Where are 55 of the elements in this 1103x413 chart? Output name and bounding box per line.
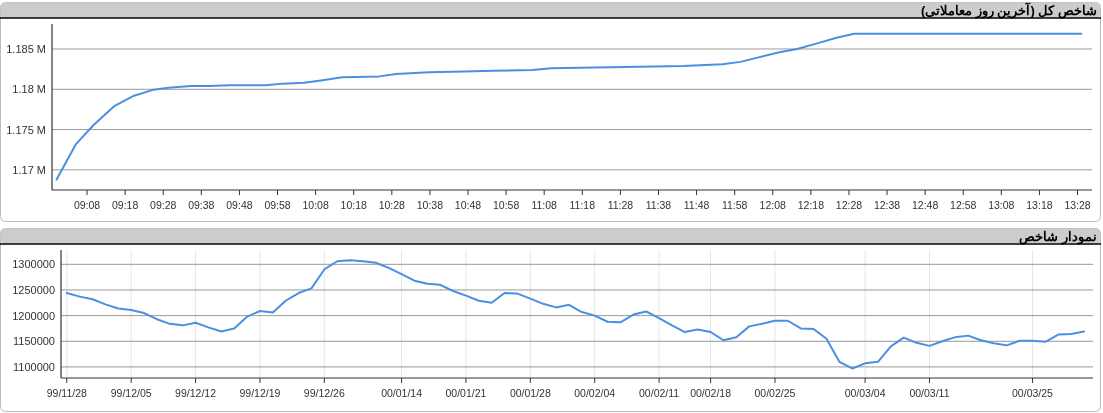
x-tick-label: 99/11/28 <box>46 387 87 399</box>
x-tick-label: 12:38 <box>873 199 901 211</box>
x-tick-label: 09:58 <box>264 199 291 211</box>
x-tick-label: 00/01/21 <box>445 387 487 399</box>
x-tick-label: 00/03/11 <box>909 387 950 399</box>
chart-title: نمودار شاخص <box>1019 229 1097 245</box>
x-tick-label: 10:18 <box>340 199 368 211</box>
x-tick-label: 00/02/04 <box>574 387 616 399</box>
y-tick-label: 1150000 <box>12 335 55 348</box>
x-tick-label: 12:48 <box>912 199 939 211</box>
y-tick-label: 1300000 <box>12 258 55 271</box>
y-tick-label: 1250000 <box>12 283 55 296</box>
x-tick-label: 13:18 <box>1026 199 1053 211</box>
x-tick-label: 00/02/25 <box>754 387 796 399</box>
x-tick-label: 12:08 <box>759 199 787 211</box>
x-tick-label: 00/02/18 <box>690 387 732 399</box>
x-tick-label: 10:38 <box>416 199 444 211</box>
x-tick-label: 11:48 <box>683 199 710 211</box>
x-tick-label: 09:48 <box>226 199 253 211</box>
y-tick-label: 1.17 M <box>12 163 46 176</box>
x-tick-label: 11:08 <box>531 199 558 211</box>
x-tick-label: 10:58 <box>492 199 520 211</box>
x-tick-label: 13:28 <box>1064 199 1091 211</box>
x-tick-label: 99/12/26 <box>303 387 345 399</box>
x-tick-label: 09:18 <box>112 199 139 211</box>
x-tick-label: 09:08 <box>73 199 101 211</box>
x-tick-label: 00/03/25 <box>1012 387 1054 399</box>
x-tick-label: 00/02/11 <box>639 387 680 399</box>
chart-title: شاخص کل (آخرین روز معاملاتی) <box>920 2 1097 19</box>
x-tick-label: 11:18 <box>569 199 596 211</box>
y-tick-label: 1.185 M <box>6 42 46 55</box>
y-tick-label: 1.175 M <box>6 123 46 136</box>
x-tick-label: 10:28 <box>378 199 406 211</box>
x-tick-label: 00/01/28 <box>509 387 551 399</box>
x-tick-label: 10:08 <box>302 199 329 211</box>
x-tick-label: 99/12/19 <box>239 387 281 399</box>
line-series <box>65 259 1085 370</box>
x-tick-label: 12:18 <box>797 199 825 211</box>
x-tick-label: 11:38 <box>645 199 672 211</box>
x-tick-label: 09:28 <box>150 199 177 211</box>
x-tick-label: 11:28 <box>607 199 634 211</box>
x-tick-label: 13:08 <box>988 199 1015 211</box>
x-tick-label: 10:48 <box>454 199 482 211</box>
x-tick-label: 12:28 <box>835 199 863 211</box>
y-tick-label: 1100000 <box>12 360 55 373</box>
line-series <box>55 32 1083 181</box>
x-tick-label: 99/12/05 <box>110 387 152 399</box>
y-tick-label: 1200000 <box>12 309 55 322</box>
x-tick-label: 12:58 <box>950 199 977 211</box>
y-tick-label: 1.18 M <box>12 83 46 96</box>
x-tick-label: 09:38 <box>188 199 215 211</box>
x-tick-label: 99/12/12 <box>175 387 217 399</box>
x-tick-label: 00/01/14 <box>381 387 423 399</box>
x-tick-label: 00/03/04 <box>844 387 886 399</box>
x-tick-label: 11:58 <box>721 199 748 211</box>
